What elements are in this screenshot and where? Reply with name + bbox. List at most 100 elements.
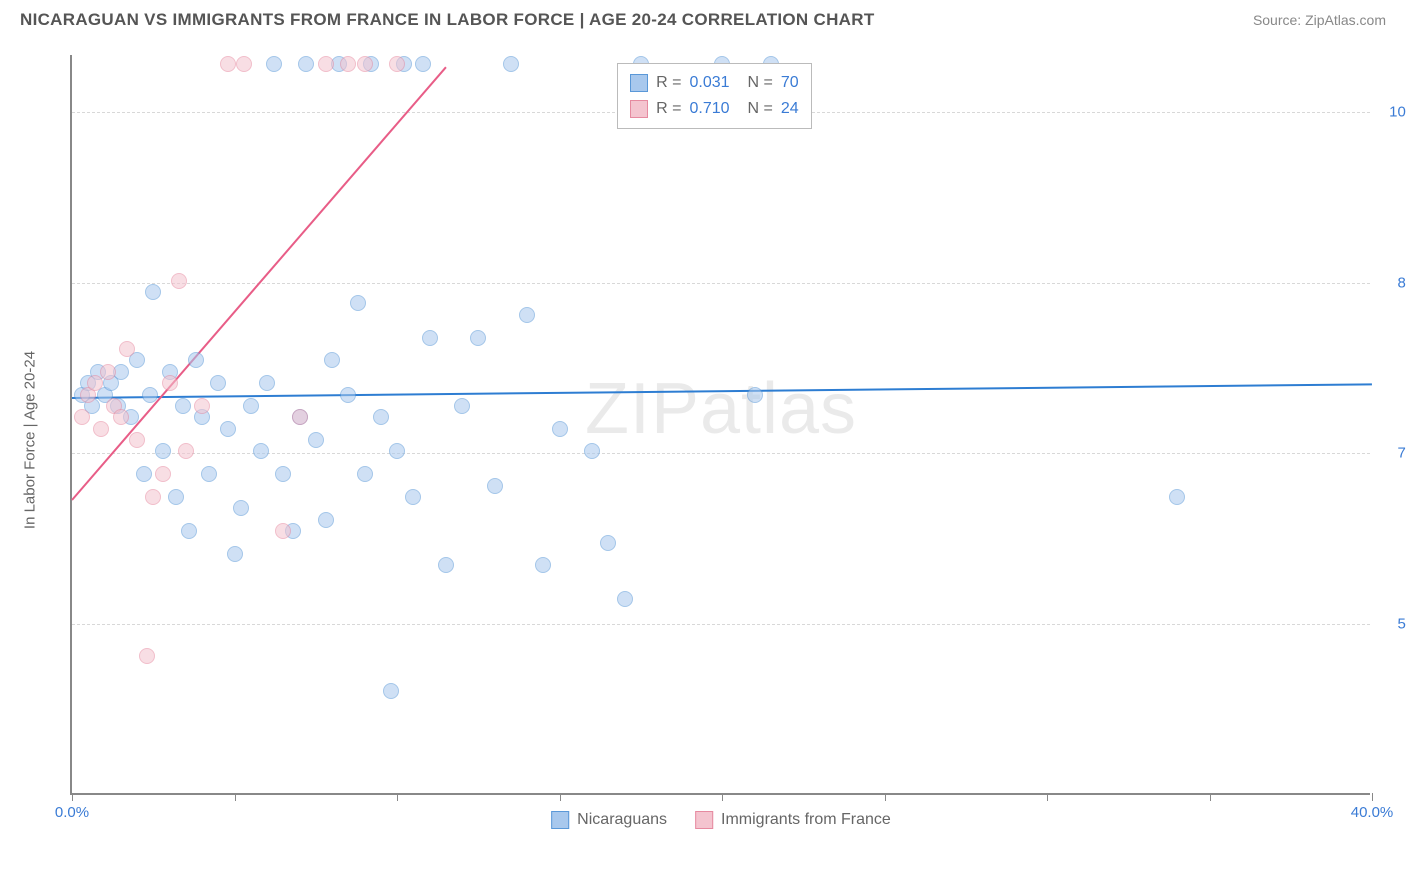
legend-swatch bbox=[695, 811, 713, 829]
legend: Nicaraguans Immigrants from France bbox=[551, 811, 891, 829]
data-point bbox=[373, 409, 389, 425]
stats-n-value: 24 bbox=[781, 100, 799, 118]
data-point bbox=[74, 409, 90, 425]
x-tick bbox=[1047, 793, 1048, 801]
x-tick-label: 0.0% bbox=[55, 804, 89, 821]
data-point bbox=[113, 409, 129, 425]
data-point bbox=[422, 330, 438, 346]
legend-swatch bbox=[630, 100, 648, 118]
data-point bbox=[100, 364, 116, 380]
data-point bbox=[584, 443, 600, 459]
stats-n-value: 70 bbox=[781, 74, 799, 92]
data-point bbox=[340, 387, 356, 403]
x-tick bbox=[72, 793, 73, 801]
data-point bbox=[389, 443, 405, 459]
data-point bbox=[292, 409, 308, 425]
y-tick-label: 55.0% bbox=[1380, 616, 1406, 633]
data-point bbox=[617, 591, 633, 607]
source-attribution: Source: ZipAtlas.com bbox=[1253, 12, 1386, 28]
data-point bbox=[93, 421, 109, 437]
data-point bbox=[324, 352, 340, 368]
chart-header: NICARAGUAN VS IMMIGRANTS FROM FRANCE IN … bbox=[0, 0, 1406, 38]
data-point bbox=[243, 398, 259, 414]
chart-container: In Labor Force | Age 20-24 ZIPatlas 55.0… bbox=[50, 55, 1386, 825]
data-point bbox=[145, 489, 161, 505]
data-point bbox=[119, 341, 135, 357]
data-point bbox=[487, 478, 503, 494]
data-point bbox=[308, 432, 324, 448]
legend-swatch bbox=[630, 74, 648, 92]
stats-n-label: N = bbox=[748, 74, 773, 92]
y-tick-label: 70.0% bbox=[1380, 445, 1406, 462]
data-point bbox=[552, 421, 568, 437]
y-tick-label: 100.0% bbox=[1380, 103, 1406, 120]
x-tick bbox=[885, 793, 886, 801]
chart-title: NICARAGUAN VS IMMIGRANTS FROM FRANCE IN … bbox=[20, 10, 875, 30]
data-point bbox=[145, 284, 161, 300]
data-point bbox=[253, 443, 269, 459]
data-point bbox=[600, 535, 616, 551]
trendline bbox=[71, 67, 446, 501]
data-point bbox=[275, 523, 291, 539]
data-point bbox=[236, 56, 252, 72]
data-point bbox=[318, 56, 334, 72]
x-tick bbox=[560, 793, 561, 801]
stats-row: R = 0.710 N = 24 bbox=[630, 96, 799, 122]
x-tick bbox=[722, 793, 723, 801]
data-point bbox=[1169, 489, 1185, 505]
data-point bbox=[181, 523, 197, 539]
data-point bbox=[535, 557, 551, 573]
data-point bbox=[405, 489, 421, 505]
x-tick-label: 40.0% bbox=[1351, 804, 1394, 821]
stats-r-value: 0.710 bbox=[690, 100, 730, 118]
data-point bbox=[415, 56, 431, 72]
data-point bbox=[220, 56, 236, 72]
watermark: ZIPatlas bbox=[585, 368, 857, 450]
stats-r-label: R = bbox=[656, 100, 681, 118]
data-point bbox=[503, 56, 519, 72]
data-point bbox=[129, 432, 145, 448]
data-point bbox=[175, 398, 191, 414]
data-point bbox=[136, 466, 152, 482]
data-point bbox=[142, 387, 158, 403]
data-point bbox=[340, 56, 356, 72]
stats-r-value: 0.031 bbox=[690, 74, 730, 92]
plot-area: ZIPatlas 55.0%70.0%85.0%100.0%0.0%40.0% … bbox=[70, 55, 1370, 795]
data-point bbox=[194, 398, 210, 414]
data-point bbox=[155, 466, 171, 482]
data-point bbox=[438, 557, 454, 573]
data-point bbox=[266, 56, 282, 72]
data-point bbox=[454, 398, 470, 414]
data-point bbox=[155, 443, 171, 459]
stats-box: R = 0.031 N = 70 R = 0.710 N = 24 bbox=[617, 63, 812, 129]
legend-item: Immigrants from France bbox=[695, 811, 891, 829]
x-tick bbox=[1210, 793, 1211, 801]
x-tick bbox=[397, 793, 398, 801]
x-tick bbox=[1372, 793, 1373, 801]
data-point bbox=[210, 375, 226, 391]
legend-item: Nicaraguans bbox=[551, 811, 667, 829]
y-axis-label: In Labor Force | Age 20-24 bbox=[22, 351, 39, 529]
data-point bbox=[168, 489, 184, 505]
data-point bbox=[178, 443, 194, 459]
legend-label: Nicaraguans bbox=[577, 811, 667, 829]
y-tick-label: 85.0% bbox=[1380, 274, 1406, 291]
data-point bbox=[259, 375, 275, 391]
data-point bbox=[383, 683, 399, 699]
data-point bbox=[171, 273, 187, 289]
gridline bbox=[72, 283, 1370, 284]
data-point bbox=[519, 307, 535, 323]
data-point bbox=[139, 648, 155, 664]
data-point bbox=[350, 295, 366, 311]
legend-label: Immigrants from France bbox=[721, 811, 891, 829]
data-point bbox=[87, 375, 103, 391]
stats-r-label: R = bbox=[656, 74, 681, 92]
data-point bbox=[188, 352, 204, 368]
data-point bbox=[298, 56, 314, 72]
gridline bbox=[72, 624, 1370, 625]
data-point bbox=[201, 466, 217, 482]
legend-swatch bbox=[551, 811, 569, 829]
data-point bbox=[470, 330, 486, 346]
stats-n-label: N = bbox=[748, 100, 773, 118]
data-point bbox=[747, 387, 763, 403]
